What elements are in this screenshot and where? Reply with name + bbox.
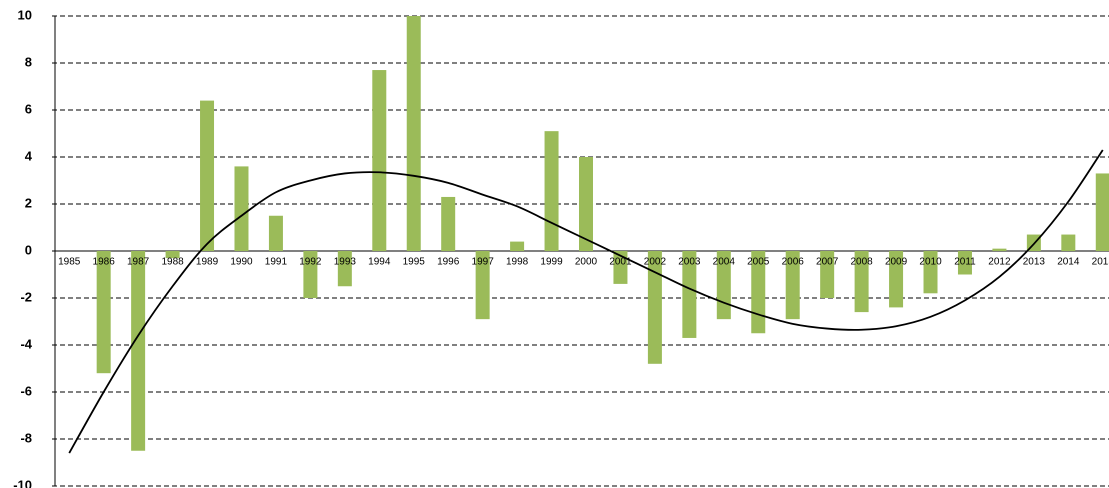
x-tick-label: 2012 bbox=[988, 257, 1011, 268]
x-tick-label: 1994 bbox=[368, 257, 391, 268]
x-tick-label: 2001 bbox=[609, 257, 632, 268]
bar bbox=[131, 251, 146, 451]
bar bbox=[647, 251, 662, 364]
x-tick-label: 2014 bbox=[1057, 257, 1080, 268]
bar bbox=[992, 248, 1007, 251]
x-tick-label: 1993 bbox=[334, 257, 357, 268]
y-tick-label: 4 bbox=[25, 148, 33, 163]
x-tick-label: 1998 bbox=[506, 257, 529, 268]
x-tick-label: 2015 bbox=[1092, 257, 1109, 268]
bar bbox=[268, 215, 283, 251]
x-tick-label: 1991 bbox=[265, 257, 288, 268]
x-tick-label: 1996 bbox=[437, 257, 460, 268]
bar bbox=[854, 251, 869, 313]
y-tick-label: 2 bbox=[25, 195, 32, 210]
x-tick-label: 2009 bbox=[885, 257, 908, 268]
x-tick-label: 2013 bbox=[1023, 257, 1046, 268]
bar bbox=[234, 166, 249, 251]
x-tick-label: 1990 bbox=[230, 257, 253, 268]
x-tick-label: 2004 bbox=[713, 257, 736, 268]
x-tick-label: 1997 bbox=[472, 257, 495, 268]
y-tick-label: -6 bbox=[20, 383, 32, 398]
x-tick-label: 1995 bbox=[403, 257, 426, 268]
bar bbox=[579, 157, 593, 251]
x-tick-label: 1987 bbox=[127, 257, 150, 268]
bar bbox=[820, 251, 835, 298]
y-tick-label: -4 bbox=[20, 336, 32, 351]
x-tick-label: 1986 bbox=[93, 257, 116, 268]
bar bbox=[372, 70, 387, 251]
bar bbox=[200, 100, 215, 251]
y-tick-label: 0 bbox=[25, 242, 32, 257]
x-tick-label: 1988 bbox=[161, 257, 184, 268]
bar bbox=[613, 251, 628, 284]
trend-line bbox=[68, 149, 1104, 454]
x-tick-label: 1992 bbox=[299, 257, 322, 268]
bar bbox=[889, 251, 904, 308]
bar bbox=[1095, 173, 1109, 251]
bar bbox=[337, 251, 352, 287]
x-tick-label: 2010 bbox=[919, 257, 942, 268]
bar bbox=[544, 131, 559, 251]
x-tick-label: 2011 bbox=[954, 257, 976, 268]
y-tick-label: 6 bbox=[25, 101, 32, 116]
x-tick-label: 2008 bbox=[850, 257, 873, 268]
x-tick-label: 2006 bbox=[782, 257, 805, 268]
x-tick-label: 2000 bbox=[575, 257, 598, 268]
x-tick-label: 2002 bbox=[644, 257, 667, 268]
bar bbox=[510, 241, 525, 251]
y-tick-label: -2 bbox=[20, 289, 32, 304]
x-tick-label: 1989 bbox=[196, 257, 219, 268]
bar bbox=[1061, 234, 1076, 251]
bar bbox=[303, 251, 318, 298]
bar bbox=[957, 251, 972, 275]
x-tick-label: 1999 bbox=[540, 257, 563, 268]
bar bbox=[475, 251, 490, 320]
bar bbox=[785, 251, 800, 320]
bar bbox=[682, 251, 697, 338]
bar bbox=[923, 251, 938, 294]
x-tick-label: 1985 bbox=[58, 257, 81, 268]
bar bbox=[406, 16, 421, 251]
y-tick-label: -10 bbox=[13, 477, 32, 488]
x-tick-label: 2003 bbox=[678, 257, 701, 268]
bar bbox=[165, 251, 180, 259]
bar bbox=[441, 196, 456, 251]
y-tick-label: 10 bbox=[18, 7, 32, 22]
x-tick-label: 2005 bbox=[747, 257, 770, 268]
x-tick-label: 2007 bbox=[816, 257, 839, 268]
y-tick-label: 8 bbox=[25, 54, 32, 69]
y-tick-label: -8 bbox=[20, 430, 32, 445]
bar bbox=[96, 251, 111, 374]
